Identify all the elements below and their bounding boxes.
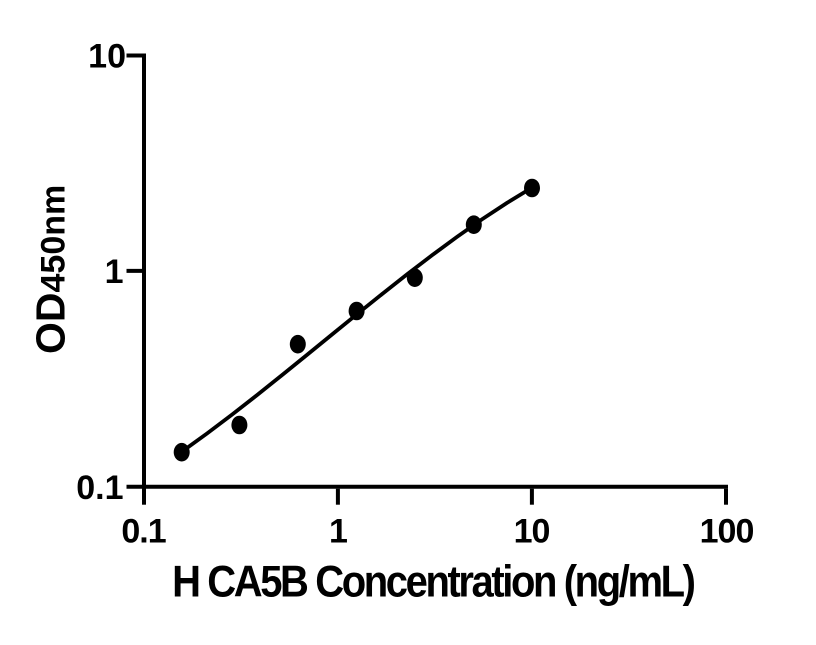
svg-text:H CA5B Concentration (ng/mL): H CA5B Concentration (ng/mL) bbox=[172, 556, 695, 606]
svg-text:0.1: 0.1 bbox=[76, 469, 123, 507]
svg-text:1: 1 bbox=[329, 512, 347, 550]
svg-text:10: 10 bbox=[88, 38, 126, 76]
svg-text:0.1: 0.1 bbox=[121, 512, 165, 550]
svg-text:10: 10 bbox=[514, 512, 550, 550]
svg-text:1: 1 bbox=[105, 253, 124, 291]
svg-text:100: 100 bbox=[700, 512, 754, 550]
svg-text:OD450nm: OD450nm bbox=[28, 185, 74, 354]
